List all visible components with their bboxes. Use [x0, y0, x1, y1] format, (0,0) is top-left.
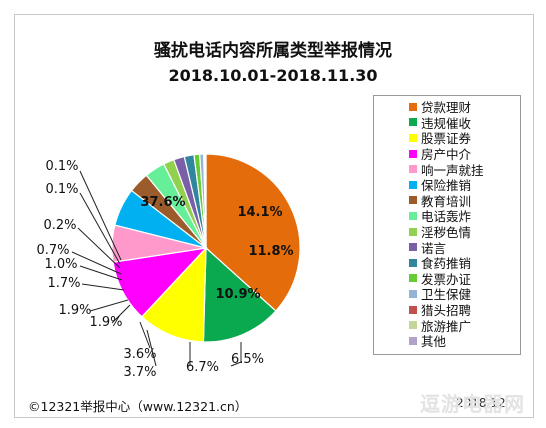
- legend-entry-7: 教育培训: [374, 193, 520, 209]
- pie-slice-16: [204, 153, 207, 249]
- pie-slice-3: [141, 246, 207, 343]
- legend-label-1: 贷款理财: [421, 100, 472, 116]
- legend-swatch-15: [409, 321, 417, 330]
- data-labels: 37.6% 14.1% 11.8% 10.9% 6.5% 6.7% 3.7% 3.6% 1.9%…: [36, 159, 293, 380]
- legend-entry-2: 违规催收: [374, 115, 520, 131]
- source-credit: ©12321举报中心（www.12321.cn）: [28, 399, 248, 414]
- legend-label-13: 卫生保健: [421, 287, 472, 303]
- data-label-12: 1.0%: [44, 257, 77, 272]
- leader-line-12: [79, 265, 123, 281]
- pie-slice-1: [205, 153, 301, 312]
- leader-line-5: [230, 342, 242, 367]
- pie-slices: [111, 153, 301, 343]
- legend-label-10: 诺言: [421, 240, 447, 256]
- leader-lines: [71, 170, 242, 367]
- legend-entry-14: 猎头招聘: [374, 302, 520, 318]
- legend-entry-11: 食药推销: [374, 255, 520, 271]
- data-label-8: 3.6%: [123, 347, 156, 362]
- leader-line-13: [71, 251, 122, 275]
- legend-entry-16: 其他: [374, 333, 520, 349]
- legend-entry-12: 发票办证: [374, 271, 520, 287]
- legend-label-12: 发票办证: [421, 271, 472, 287]
- legend-label-8: 电话轰炸: [421, 209, 472, 225]
- chart-legend: 贷款理财 违规催收 股票证券 房产中介 响一声就挂 保险推销 教育培训 电话轰炸 淫秽色情 诺言食…: [373, 95, 521, 355]
- legend-swatch-14: [409, 305, 417, 314]
- leader-line-7: [146, 329, 157, 367]
- data-label-1: 37.6%: [140, 195, 185, 210]
- legend-label-6: 保险推销: [421, 178, 472, 194]
- leader-line-14: [77, 227, 121, 269]
- legend-label-14: 猎头招聘: [421, 303, 472, 319]
- data-label-13: 0.7%: [36, 243, 69, 258]
- legend-label-16: 其他: [421, 334, 447, 350]
- data-label-3: 11.8%: [248, 244, 293, 259]
- legend-label-2: 违规催收: [421, 115, 472, 131]
- legend-entry-4: 房产中介: [374, 146, 520, 162]
- legend-entry-9: 淫秽色情: [374, 224, 520, 240]
- legend-entry-1: 贷款理财: [374, 99, 520, 115]
- leader-line-15: [79, 192, 121, 265]
- leader-line-10: [89, 299, 129, 312]
- data-label-6: 6.7%: [186, 360, 219, 375]
- chart-subtitle: 2018.10.01-2018.11.30: [168, 66, 378, 85]
- legend-swatch-4: [409, 149, 417, 158]
- leader-line-8: [139, 321, 151, 349]
- legend-swatch-6: [409, 180, 417, 189]
- legend-swatch-16: [409, 336, 417, 345]
- data-label-16: 0.1%: [45, 159, 78, 174]
- legend-label-7: 教育培训: [421, 193, 472, 209]
- legend-swatch-5: [409, 165, 417, 174]
- legend-swatch-11: [409, 258, 417, 267]
- data-label-11: 1.7%: [47, 276, 80, 291]
- legend-entry-5: 响一声就挂: [374, 161, 520, 178]
- data-label-5: 6.5%: [231, 352, 264, 367]
- legend-swatch-3: [409, 133, 417, 142]
- legend-swatch-9: [409, 227, 417, 236]
- leader-line-16: [79, 170, 122, 261]
- legend-label-11: 食药推销: [421, 256, 472, 272]
- legend-label-3: 股票证券: [421, 131, 472, 147]
- legend-entry-3: 股票证券: [374, 130, 520, 146]
- legend-entry-15: 旅游推广: [374, 317, 520, 334]
- data-label-7: 3.7%: [123, 365, 156, 380]
- data-label-9: 1.9%: [89, 315, 122, 330]
- data-label-15: 0.1%: [45, 182, 78, 197]
- pie-slice-2: [202, 246, 277, 343]
- data-label-4: 10.9%: [215, 287, 260, 302]
- legend-label-15: 旅游推广: [421, 318, 472, 334]
- legend-entry-13: 卫生保健: [374, 286, 520, 302]
- legend-label-4: 房产中介: [421, 147, 472, 163]
- legend-swatch-10: [409, 243, 417, 252]
- footer-date: 2018.12: [456, 396, 506, 410]
- chart-title: 骚扰电话内容所属类型举报情况: [154, 41, 392, 61]
- legend-entry-6: 保险推销: [374, 177, 520, 193]
- legend-label-9: 淫秽色情: [421, 225, 472, 241]
- data-label-14: 0.2%: [43, 218, 76, 233]
- leader-line-11: [81, 283, 125, 291]
- legend-swatch-8: [409, 211, 417, 220]
- legend-swatch-1: [409, 102, 417, 111]
- legend-swatch-7: [409, 196, 417, 205]
- leader-line-9: [111, 304, 131, 324]
- legend-swatch-13: [409, 289, 417, 298]
- legend-swatch-12: [409, 274, 417, 283]
- legend-entry-8: 电话轰炸: [374, 208, 520, 224]
- data-label-2: 14.1%: [237, 205, 282, 220]
- data-label-10: 1.9%: [58, 303, 91, 318]
- legend-label-5: 响一声就挂: [421, 162, 484, 178]
- legend-entry-10: 诺言: [374, 239, 520, 256]
- legend-swatch-2: [409, 118, 417, 127]
